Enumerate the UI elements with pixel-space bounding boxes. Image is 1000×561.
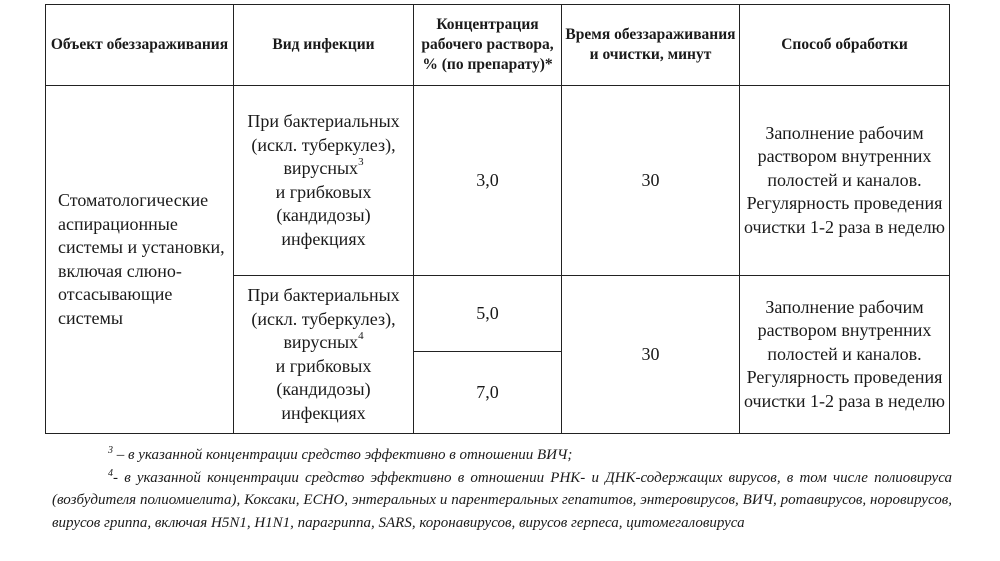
header-concentration: Концентрация рабочего раствора, % (по пр… [413, 4, 562, 86]
concentration-cell: 3,0 [413, 85, 562, 276]
infection-text-pre: При бактериальных (искл. туберкулез), ви… [247, 285, 400, 352]
time-cell: 30 [561, 85, 740, 276]
table-row: Стоматологические аспирационные системы … [45, 85, 950, 434]
table-row: 7,0 [46, 351, 950, 434]
footnote-ref-4: 4 [358, 330, 364, 342]
header-method: Способ обработки [739, 4, 950, 86]
disinfection-table: Объект обеззараживания Вид инфекции Конц… [45, 4, 950, 434]
method-cell: Заполнение рабочим раствором внутренних … [739, 85, 950, 276]
footnote-ref-3: 3 [358, 156, 364, 168]
footnote-text: – в указанной концентрации средство эффе… [113, 447, 573, 463]
footnote-text: - в указанной концентрации средство эффе… [52, 469, 952, 531]
footnote-mark: 4 [108, 467, 113, 479]
infection-text-pre: При бактериальных (искл. туберкулез), ви… [247, 111, 400, 178]
concentration-cell: 5,0 [413, 275, 562, 352]
concentration-cell: 7,0 [413, 351, 562, 434]
footnote-3: 3 – в указанной концентрации средство эф… [52, 444, 952, 467]
infection-cell: При бактериальных (искл. туберкулез), ви… [233, 85, 414, 276]
header-row: Объект обеззараживания Вид инфекции Конц… [45, 4, 950, 86]
infection-cell: При бактериальных (искл. туберкулез), ви… [233, 275, 414, 434]
header-time: Время обеззараживания и очистки, минут [561, 4, 740, 86]
object-cell: Стоматологические аспирационные системы … [45, 85, 234, 434]
header-infection: Вид инфекции [233, 4, 414, 86]
infection-text-post: и грибковых (кандидозы) инфекциях [275, 181, 372, 249]
infection-text-post: и грибковых (кандидозы) инфекциях [275, 355, 372, 423]
method-cell: Заполнение рабочим раствором внутренних … [739, 275, 950, 434]
time-cell: 30 [561, 275, 740, 434]
table-row: При бактериальных (искл. туберкулез), ви… [46, 275, 950, 434]
header-object: Объект обеззараживания [45, 4, 234, 86]
footnote-4: 4- в указанной концентрации средство эфф… [52, 467, 952, 535]
footnotes: 3 – в указанной концентрации средство эф… [52, 444, 952, 534]
footnote-mark: 3 [108, 445, 113, 456]
